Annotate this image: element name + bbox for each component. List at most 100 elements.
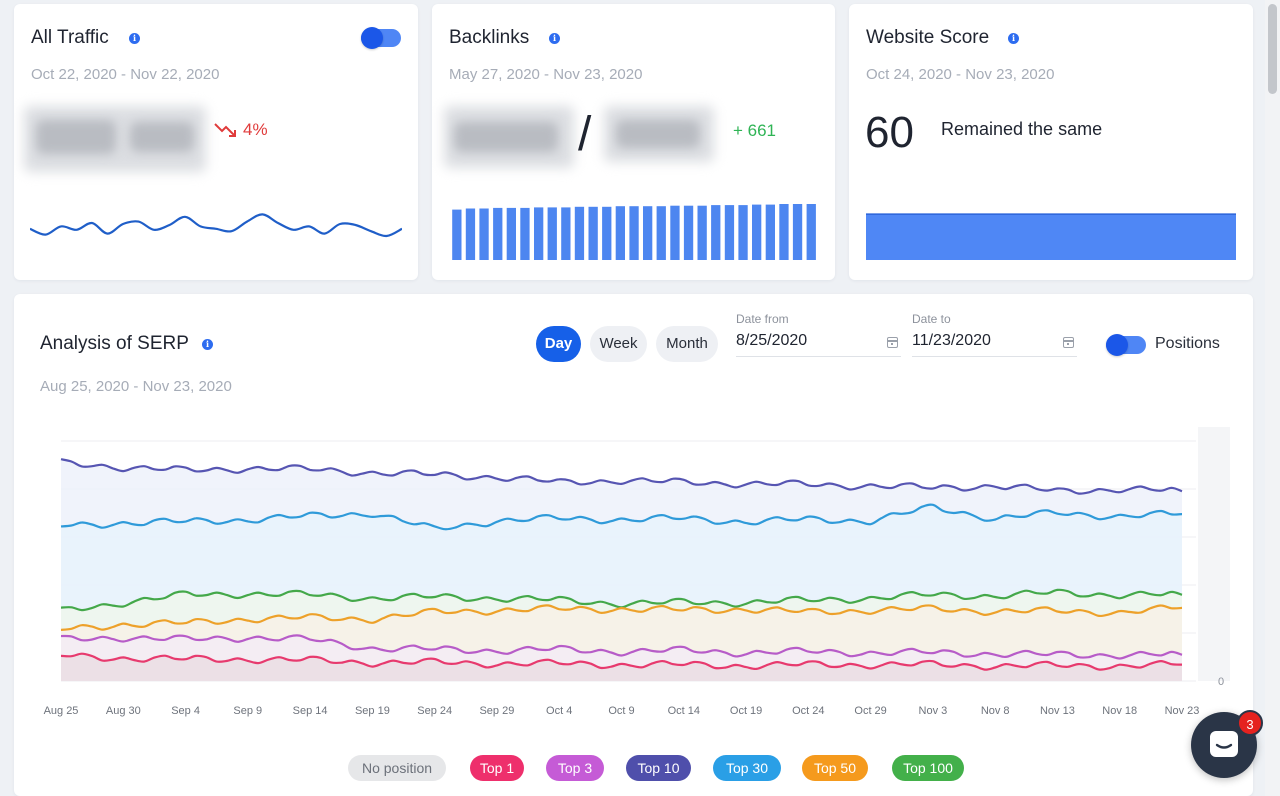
backlinks-bar [547,207,557,260]
backlinks-bar [574,206,585,260]
calendar-icon[interactable] [1063,337,1074,348]
series-line-top-1[interactable] [60,652,1183,671]
backlinks-bar [656,206,666,260]
backlinks-change: + 661 [733,121,777,140]
legend-item-no-position[interactable]: No position [348,755,446,781]
backlinks-bar [643,206,653,260]
x-tick-label: Oct 24 [792,705,824,717]
x-tick-label: Sep 4 [171,705,200,717]
x-tick-label: Oct 19 [730,705,762,717]
traffic-sparkline [30,213,402,238]
all-traffic-title: All Traffic [31,27,109,48]
all-traffic-date-range: Oct 22, 2020 - Nov 22, 2020 [31,66,220,83]
backlinks-bar [479,208,489,260]
backlinks-bar [615,206,625,260]
positions-label: Positions [1155,335,1220,352]
chat-widget-button[interactable] [1191,712,1257,778]
date-from-label: Date from [736,312,789,326]
website-score-date-range: Oct 24, 2020 - Nov 23, 2020 [866,66,1055,83]
date-from-underline [736,356,901,357]
period-day-button[interactable]: Day [536,326,581,362]
legend-item-top-50[interactable]: Top 50 [802,755,868,781]
serp-date-range: Aug 25, 2020 - Nov 23, 2020 [40,378,232,395]
info-icon[interactable]: i [202,339,213,350]
hidden-backlinks-total-blur [454,122,558,152]
toggle-knob [361,27,383,49]
series-line-top-30[interactable] [60,503,1183,531]
website-score-title: Website Score [866,27,990,48]
hidden-traffic-value-blur [36,120,116,154]
backlinks-bar [588,206,598,260]
period-month-button[interactable]: Month [656,326,718,362]
series-area-top-1 [61,653,1182,681]
backlinks-bar [711,205,721,260]
hidden-traffic-value-blur [130,122,194,152]
backlinks-bar [724,205,735,260]
backlinks-bar [534,207,544,260]
serp-title: Analysis of SERP [40,333,189,354]
backlinks-bar [806,204,816,260]
info-icon[interactable]: i [129,33,140,44]
backlinks-bar [779,204,789,260]
date-from-input[interactable]: 8/25/2020 [736,332,808,349]
all-traffic-card: All Traffic i Oct 22, 2020 - Nov 22, 202… [14,4,418,280]
x-tick-label: Oct 14 [668,705,700,717]
x-tick-label: Nov 23 [1165,705,1200,717]
legend-item-top-10[interactable]: Top 10 [626,755,691,781]
backlinks-title: Backlinks [449,27,530,48]
legend-item-top-100[interactable]: Top 100 [892,755,964,781]
x-tick-label: Aug 30 [106,705,141,717]
chat-notification-badge: 3 [1237,710,1263,736]
backlinks-bar [520,207,530,260]
calendar-icon[interactable] [887,337,898,348]
x-tick-label: Oct 29 [854,705,886,717]
legend-item-top-3[interactable]: Top 3 [546,755,604,781]
x-tick-label: Nov 13 [1040,705,1075,717]
backlinks-bar [697,205,707,260]
legend-item-top-30[interactable]: Top 30 [713,755,781,781]
backlinks-bar-chart [452,204,816,260]
x-tick-label: Aug 25 [44,705,79,717]
x-tick-label: Sep 14 [293,705,328,717]
x-tick-label: Oct 9 [608,705,634,717]
toggle-knob [1106,334,1128,356]
period-week-button[interactable]: Week [590,326,647,362]
x-tick-label: Sep 29 [479,705,514,717]
x-tick-label: Nov 8 [981,705,1010,717]
date-to-underline [912,356,1077,357]
backlinks-bar [738,205,748,260]
info-icon[interactable]: i [1008,33,1019,44]
backlinks-bar [765,204,775,260]
serp-card: Analysis of SERP i Aug 25, 2020 - Nov 23… [14,294,1253,796]
backlinks-bar [602,206,612,260]
backlinks-separator: / [578,108,592,161]
series-line-top-3[interactable] [60,634,1183,660]
page-scrollbar[interactable] [1265,0,1280,796]
x-tick-label: Sep 9 [233,705,262,717]
website-score-value: 60 [865,108,914,157]
backlinks-date-range: May 27, 2020 - Nov 23, 2020 [449,66,643,83]
backlinks-bar [752,204,762,260]
backlinks-bar [670,205,680,260]
all-traffic-toggle[interactable] [361,27,401,49]
x-tick-label: Sep 19 [355,705,390,717]
positions-toggle[interactable] [1106,334,1146,356]
website-score-status: Remained the same [941,119,1103,139]
website-score-card: Website Score i Oct 24, 2020 - Nov 23, 2… [849,4,1253,280]
backlinks-bar [683,205,694,260]
website-score-area [866,214,1236,260]
y-axis-band [1198,427,1230,681]
scrollbar-thumb[interactable] [1268,4,1277,94]
backlinks-bar [561,207,571,260]
x-tick-label: Sep 24 [417,705,452,717]
series-line-top-10[interactable] [60,458,1183,495]
legend-item-top-1[interactable]: Top 1 [470,755,524,781]
backlinks-bar [465,208,476,260]
x-tick-label: Nov 3 [919,705,948,717]
date-to-input[interactable]: 11/23/2020 [912,332,991,349]
backlinks-bar [506,207,516,260]
y-tick-label: 0 [1218,676,1224,688]
info-icon[interactable]: i [549,33,560,44]
backlinks-bar [629,206,639,260]
series-line-top-50[interactable] [60,604,1183,631]
